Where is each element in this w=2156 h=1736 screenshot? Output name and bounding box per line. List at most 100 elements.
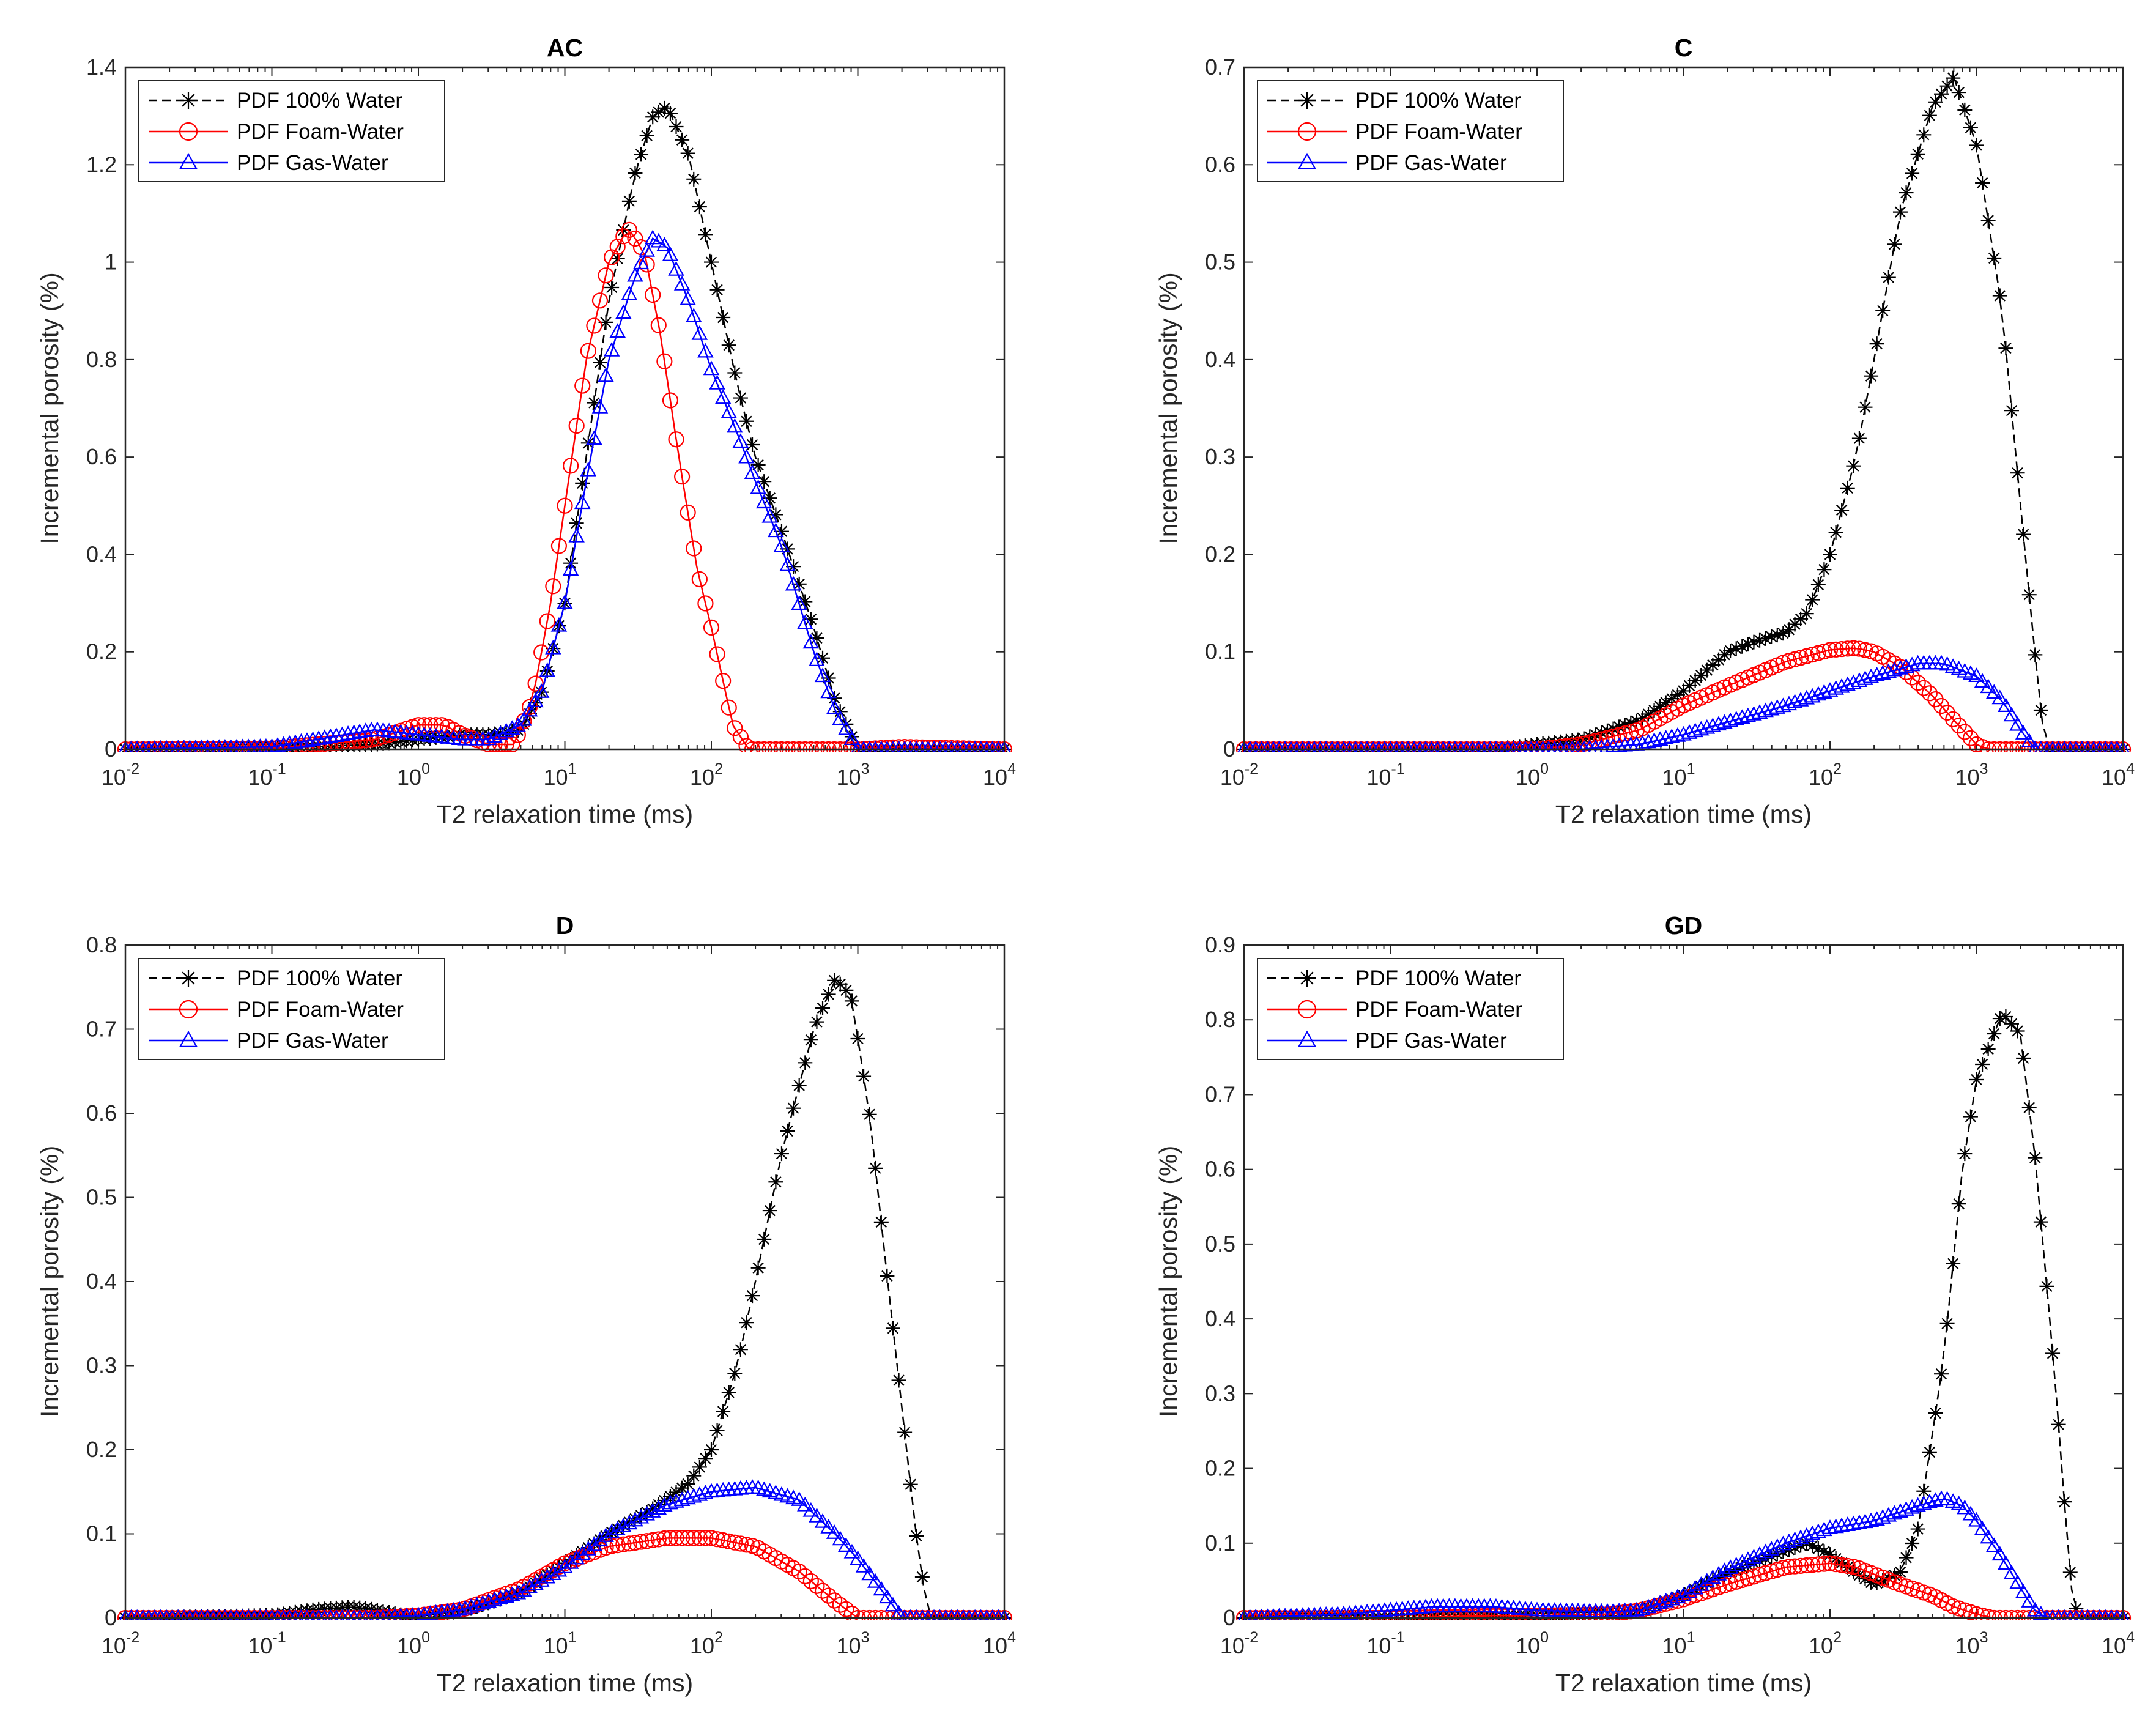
x-tick-exponent: 2 bbox=[714, 760, 723, 777]
data-point-triangle bbox=[1588, 739, 1603, 752]
data-point-asterisk bbox=[1892, 1564, 1908, 1579]
data-point-triangle bbox=[1651, 731, 1669, 746]
data-point-triangle bbox=[904, 1609, 917, 1620]
data-point-triangle bbox=[1739, 707, 1757, 722]
data-point-circle bbox=[832, 1597, 848, 1613]
data-point-circle bbox=[1845, 640, 1862, 656]
data-point-circle bbox=[545, 578, 561, 595]
data-point-circle bbox=[509, 727, 526, 743]
data-point-circle bbox=[709, 1531, 725, 1548]
data-point-asterisk bbox=[1969, 138, 1984, 153]
data-point-asterisk bbox=[856, 1069, 872, 1084]
data-point-circle bbox=[598, 267, 614, 284]
data-point-triangle bbox=[933, 740, 946, 752]
data-point-triangle bbox=[662, 1494, 679, 1510]
data-point-asterisk bbox=[780, 1123, 795, 1138]
data-point-triangle bbox=[1675, 1587, 1692, 1601]
data-point-triangle bbox=[136, 740, 150, 752]
x-tick-exponent: 0 bbox=[1540, 760, 1549, 777]
y-tick-label: 0.6 bbox=[86, 1100, 117, 1126]
x-axis-label: T2 relaxation time (ms) bbox=[437, 1669, 693, 1697]
data-point-asterisk bbox=[1723, 644, 1738, 658]
data-point-circle bbox=[1552, 738, 1569, 752]
data-point-asterisk bbox=[721, 338, 736, 353]
data-point-triangle bbox=[341, 1609, 355, 1620]
data-point-triangle bbox=[1337, 740, 1350, 752]
legend-label: PDF Gas-Water bbox=[1355, 151, 1507, 175]
data-point-triangle bbox=[1985, 1537, 2002, 1552]
data-point-triangle bbox=[1816, 1521, 1832, 1537]
data-point-triangle bbox=[300, 1609, 314, 1620]
data-point-circle bbox=[902, 739, 919, 752]
legend-label: PDF Foam-Water bbox=[237, 998, 404, 1022]
data-point-circle bbox=[598, 1539, 614, 1556]
data-point-triangle bbox=[1728, 711, 1744, 725]
y-tick-label: 0.8 bbox=[86, 347, 117, 372]
data-point-triangle bbox=[236, 1609, 249, 1620]
data-point-triangle bbox=[235, 738, 250, 752]
data-point-asterisk bbox=[621, 1515, 637, 1530]
data-point-triangle bbox=[376, 1608, 390, 1620]
data-point-asterisk bbox=[1992, 1011, 2007, 1026]
data-point-triangle bbox=[980, 740, 993, 752]
y-tick-label: 0 bbox=[1223, 736, 1235, 762]
data-point-triangle bbox=[1910, 1497, 1926, 1512]
data-point-triangle bbox=[974, 740, 987, 752]
data-point-asterisk bbox=[2010, 466, 2025, 481]
data-point-asterisk bbox=[587, 395, 602, 410]
data-point-triangle bbox=[886, 740, 900, 752]
data-point-asterisk bbox=[1769, 628, 1785, 643]
data-point-triangle bbox=[2111, 1609, 2124, 1620]
data-point-triangle bbox=[1810, 1523, 1827, 1538]
data-point-triangle bbox=[1974, 1520, 1991, 1535]
data-point-circle bbox=[1828, 1556, 1844, 1573]
x-tick-label: 103 bbox=[1955, 1629, 1988, 1658]
data-point-asterisk bbox=[1957, 102, 1973, 117]
data-point-circle bbox=[562, 458, 579, 474]
data-point-asterisk bbox=[645, 1501, 661, 1516]
data-point-triangle bbox=[165, 740, 179, 752]
data-point-triangle bbox=[166, 1609, 179, 1620]
x-tick-base: 10 bbox=[544, 1633, 568, 1658]
y-tick-label: 0.2 bbox=[1205, 541, 1235, 566]
data-point-triangle bbox=[264, 738, 280, 752]
data-point-asterisk bbox=[680, 146, 695, 161]
data-point-triangle bbox=[656, 1497, 673, 1512]
data-point-triangle bbox=[382, 1608, 396, 1620]
data-point-asterisk bbox=[1687, 673, 1703, 688]
data-point-asterisk bbox=[709, 1423, 725, 1438]
data-point-triangle bbox=[223, 738, 239, 752]
data-point-triangle bbox=[277, 1609, 290, 1620]
data-point-triangle bbox=[1839, 676, 1856, 691]
data-point-asterisk bbox=[709, 282, 725, 297]
data-point-triangle bbox=[1980, 678, 1996, 694]
data-point-asterisk bbox=[809, 1014, 824, 1029]
data-point-asterisk bbox=[669, 1485, 684, 1500]
x-tick-base: 10 bbox=[983, 1633, 1007, 1658]
data-point-circle bbox=[1297, 1000, 1317, 1019]
data-point-circle bbox=[645, 286, 661, 303]
y-tick-label: 0.3 bbox=[86, 1353, 117, 1378]
y-tick-label: 1 bbox=[105, 250, 117, 275]
legend-label: PDF 100% Water bbox=[1355, 966, 1521, 990]
data-point-triangle bbox=[1722, 1559, 1739, 1575]
data-point-asterisk bbox=[1881, 270, 1896, 285]
data-point-triangle bbox=[1466, 740, 1479, 752]
x-tick-label: 10-2 bbox=[102, 760, 139, 790]
data-point-triangle bbox=[1297, 1030, 1317, 1047]
data-point-asterisk bbox=[1653, 699, 1668, 714]
data-point-triangle bbox=[1681, 1583, 1698, 1598]
data-point-triangle bbox=[295, 1609, 308, 1620]
data-point-triangle bbox=[615, 304, 632, 319]
data-point-circle bbox=[645, 1532, 661, 1548]
data-point-triangle bbox=[1513, 740, 1526, 752]
data-point-triangle bbox=[586, 430, 602, 445]
data-point-triangle bbox=[814, 1513, 831, 1528]
data-point-asterisk bbox=[604, 280, 620, 295]
data-point-triangle bbox=[248, 1609, 261, 1620]
data-point-triangle bbox=[1851, 672, 1868, 688]
data-point-triangle bbox=[172, 1609, 185, 1620]
data-point-triangle bbox=[492, 725, 509, 740]
data-point-circle bbox=[627, 1534, 643, 1551]
data-point-asterisk bbox=[791, 576, 807, 592]
